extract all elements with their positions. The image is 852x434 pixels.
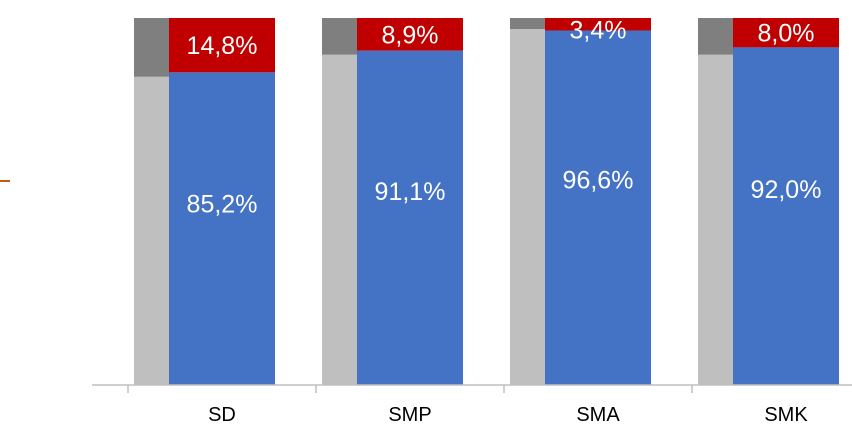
red-bar-smp (357, 18, 463, 51)
back-bar-smp-0 (322, 54, 358, 385)
category-label-smp: SMP (388, 404, 431, 426)
label-top-smp: 8,9% (382, 21, 439, 49)
blue-bar-smk (733, 47, 839, 386)
blue-bar-smp (357, 50, 463, 386)
red-bar-sma (545, 18, 651, 31)
red-bar-sd (169, 18, 275, 73)
label-main-smk: 92,0% (751, 176, 822, 204)
category-label-smk: SMK (764, 404, 808, 426)
back-bar-smk-0 (698, 54, 734, 385)
category-label-sd: SD (208, 404, 236, 426)
label-main-smp: 91,1% (375, 178, 446, 206)
blue-bar-sd (169, 72, 275, 385)
red-bar-smk (733, 18, 839, 48)
data-labels: 85,2% 14,8% 91,1% 8,9% 96,6% 3,4% 92,0% 8,0% (187, 16, 822, 218)
back-bar-smk-1 (698, 18, 734, 55)
bars-group (134, 18, 839, 386)
back-bar-smp-1 (322, 18, 358, 55)
label-top-sd: 14,8% (187, 32, 258, 60)
back-bar-sd-1 (134, 18, 170, 77)
back-bar-sd-0 (134, 76, 170, 385)
back-bar-sma-1 (510, 18, 546, 30)
label-main-sma: 96,6% (563, 166, 634, 194)
label-main-sd: 85,2% (187, 191, 258, 219)
back-bar-sma-0 (510, 29, 546, 385)
label-top-smk: 8,0% (758, 20, 815, 48)
category-label-sma: SMA (576, 404, 620, 426)
category-labels: SD SMP SMA SMK (208, 404, 808, 426)
x-axis-ticks (127, 385, 693, 393)
label-top-sma: 3,4% (570, 16, 627, 44)
blue-bar-sma (545, 30, 651, 386)
